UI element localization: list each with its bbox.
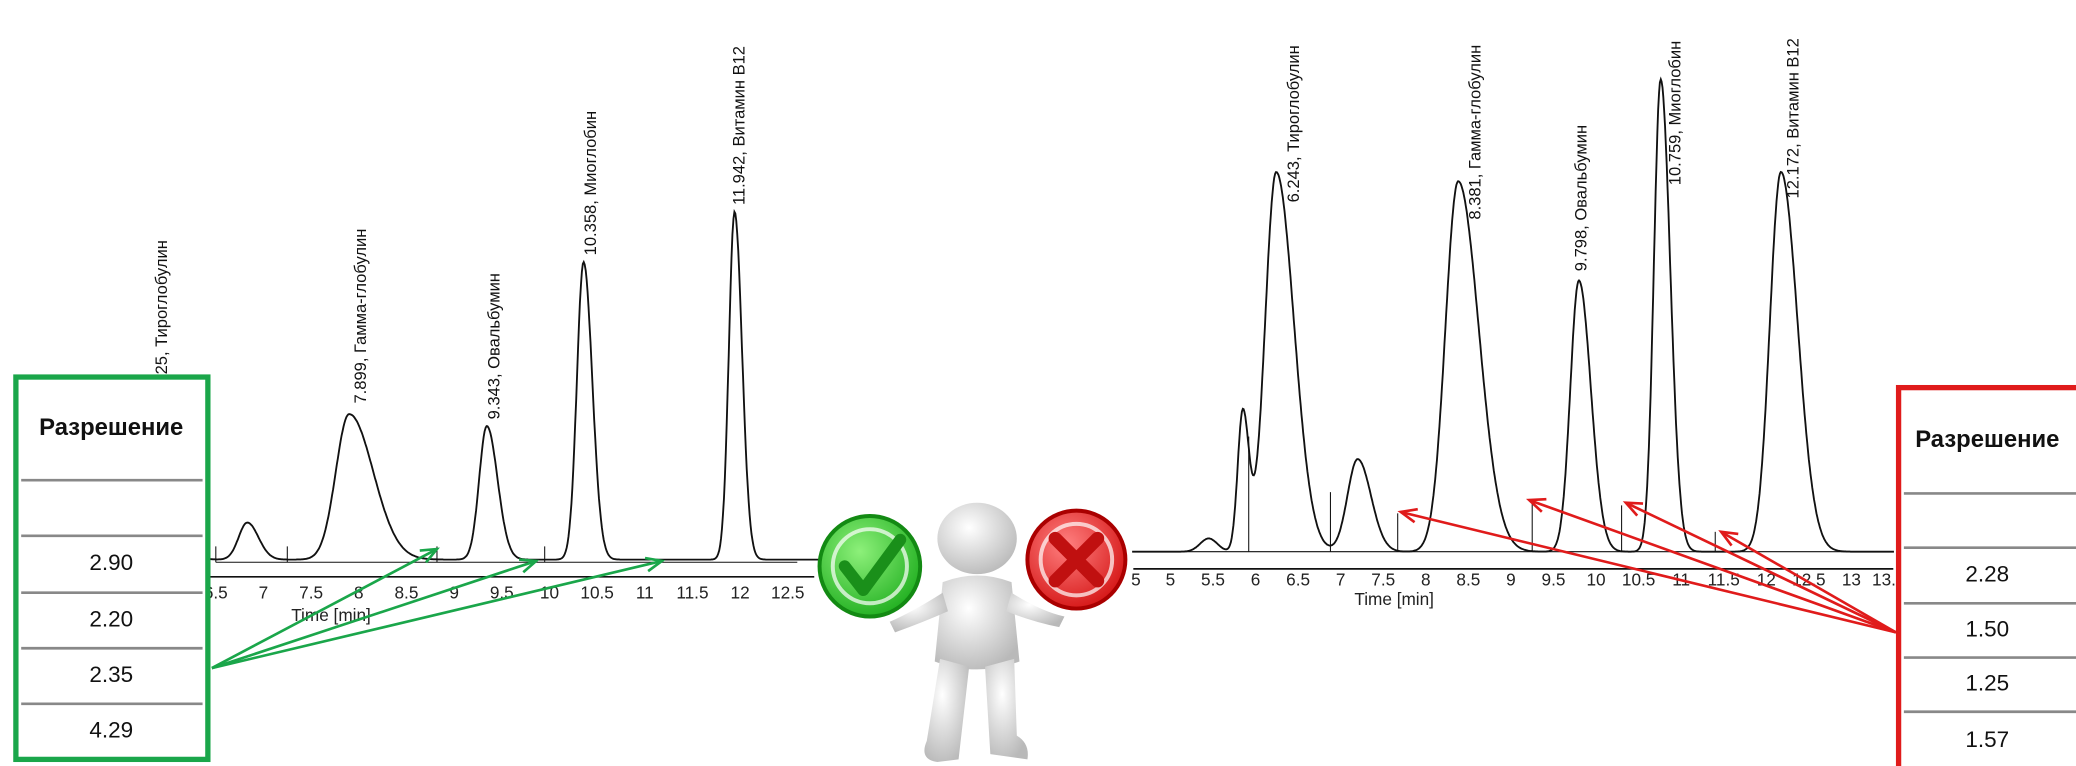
table-cell: 1.25	[1965, 671, 2009, 696]
x-tick-label: 8	[1421, 569, 1431, 589]
peak-label: 9.798, Овальбумин	[1572, 125, 1591, 271]
resolution-table: Разрешение 2.90 2.20 2.35 4.29	[16, 377, 208, 759]
table-cell: 2.90	[89, 550, 133, 575]
peak-label: 8.381, Гамма-глобулин	[1466, 45, 1485, 220]
x-axis-label: Time [min]	[291, 605, 371, 625]
table-cell: 4.29	[89, 718, 133, 743]
chromatogram-trace	[209, 212, 821, 560]
x-tick-label: 9	[1506, 569, 1516, 589]
person-figure	[820, 503, 1126, 762]
table-cell: 2.20	[89, 606, 133, 631]
x-tick-label: 12.5	[771, 583, 804, 603]
x-tick-label: 13	[1842, 569, 1861, 589]
table-cell: 2.28	[1965, 561, 2009, 586]
peak-label: 12.172, Витамин B12	[1783, 38, 1802, 198]
arrow	[1626, 503, 1896, 633]
x-tick-label: 6	[1251, 569, 1261, 589]
x-tick-label: 7.5	[299, 583, 323, 603]
slide: Time [min] 6.5 7 7.5 8 8.5 9 9.5 10 10.5 11 11.5 12…	[0, 0, 2076, 766]
x-tick-label: 11	[636, 583, 654, 603]
peak-label: 10.358, Миоглобин	[581, 111, 600, 255]
x-tick-label: 13.	[1872, 569, 1896, 589]
x-tick-label: 10.5	[580, 583, 613, 603]
peak-label: 6.243, Тироглобулин	[1284, 45, 1303, 202]
arrow	[1529, 500, 1896, 632]
x-tick-label: 7	[1336, 569, 1346, 589]
x-tick-label: 10	[1586, 569, 1605, 589]
x-tick-label: 7.5	[1371, 569, 1395, 589]
arrow	[212, 549, 437, 668]
arrow	[1721, 532, 1896, 633]
peak-label: 7.899, Гамма-глобулин	[351, 229, 370, 404]
x-tick-label: 12	[731, 583, 750, 603]
peak-label: 11.942, Витамин B12	[729, 46, 748, 205]
resolution-table: Разрешение 2.28 1.50 1.25 1.57	[1899, 388, 2076, 766]
x-tick-label: 5	[1166, 569, 1176, 589]
x-tick-label: 7	[259, 583, 269, 603]
peak-label: 9.343, Овальбумин	[485, 273, 504, 419]
x-tick-label: 8.5	[1456, 569, 1480, 589]
table-cell: 2.35	[89, 662, 133, 687]
table-cell: 1.57	[1965, 727, 2009, 752]
x-tick-label: 6.5	[1286, 569, 1310, 589]
x-tick-label: 5.5	[1201, 569, 1225, 589]
x-axis-label: Time [min]	[1354, 589, 1434, 609]
x-tick-label: 11.5	[1708, 569, 1740, 589]
x-tick-label: 8.5	[395, 583, 419, 603]
table-header: Разрешение	[1915, 426, 2059, 453]
peak-label: 10.759, Миоглобин	[1666, 41, 1685, 185]
table-header: Разрешение	[39, 414, 183, 441]
x-tick-label: 5	[1131, 569, 1141, 589]
x-tick-label: 9.5	[1542, 569, 1566, 589]
peak-label: 25, Тироглобулин	[152, 240, 171, 374]
x-tick-label: 11.5	[676, 583, 708, 603]
chromatogram-trace	[1132, 79, 1894, 551]
table-cell: 1.50	[1965, 616, 2009, 641]
